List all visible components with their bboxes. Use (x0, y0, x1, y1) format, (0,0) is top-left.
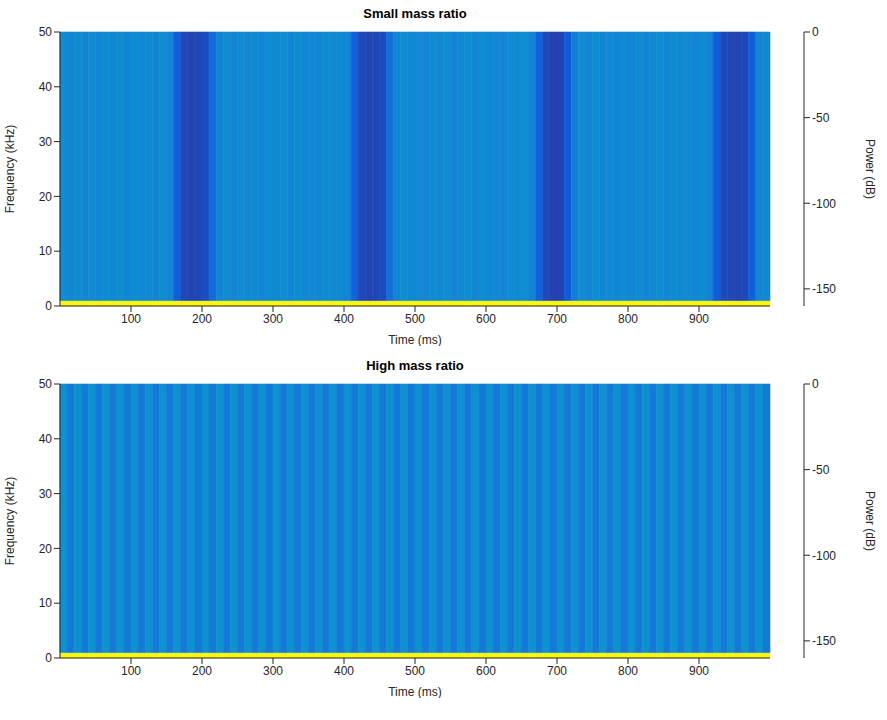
svg-text:100: 100 (121, 664, 141, 678)
svg-text:900: 900 (689, 312, 709, 326)
svg-text:Power (dB): Power (dB) (863, 491, 877, 551)
svg-text:400: 400 (334, 664, 354, 678)
svg-text:50: 50 (39, 26, 53, 39)
svg-text:-100: -100 (812, 197, 836, 211)
html-text:High mass ratio: High mass ratio (366, 358, 464, 373)
svg-text:-150: -150 (812, 634, 836, 648)
svg-text:Frequency (kHz): Frequency (kHz) (3, 125, 17, 214)
svg-text:40: 40 (39, 80, 53, 94)
svg-text:-50: -50 (812, 463, 830, 477)
svg-text:600: 600 (476, 312, 496, 326)
svg-text:30: 30 (39, 487, 53, 501)
svg-text:800: 800 (618, 664, 638, 678)
svg-text:100: 100 (121, 312, 141, 326)
svg-text:30: 30 (39, 135, 53, 149)
svg-text:200: 200 (192, 312, 212, 326)
svg-text:20: 20 (39, 190, 53, 204)
svg-text:600: 600 (476, 664, 496, 678)
svg-text:0: 0 (45, 651, 52, 665)
svg-text:0: 0 (45, 299, 52, 313)
svg-text:700: 700 (547, 664, 567, 678)
svg-text:40: 40 (39, 432, 53, 446)
svg-text:20: 20 (39, 542, 53, 556)
svg-text:900: 900 (689, 664, 709, 678)
svg-text:500: 500 (405, 664, 425, 678)
svg-text:-50: -50 (812, 111, 830, 125)
svg-text:50: 50 (39, 378, 53, 391)
svg-text:10: 10 (39, 596, 53, 610)
svg-text:Frequency (kHz): Frequency (kHz) (3, 477, 17, 566)
svg-text:300: 300 (263, 664, 283, 678)
svg-text:Time (ms): Time (ms) (388, 685, 442, 698)
svg-text:200: 200 (192, 664, 212, 678)
svg-text:-150: -150 (812, 282, 836, 296)
svg-text:10: 10 (39, 244, 53, 258)
svg-text:700: 700 (547, 312, 567, 326)
svg-text:-100: -100 (812, 549, 836, 563)
svg-text:Power (dB): Power (dB) (863, 139, 877, 199)
svg-text:800: 800 (618, 312, 638, 326)
svg-text:Time (ms): Time (ms) (388, 333, 442, 346)
svg-text:0: 0 (812, 378, 819, 391)
svg-text:500: 500 (405, 312, 425, 326)
svg-text:300: 300 (263, 312, 283, 326)
svg-text:400: 400 (334, 312, 354, 326)
html-text:Small mass ratio: Small mass ratio (363, 6, 467, 21)
svg-text:0: 0 (812, 26, 819, 39)
